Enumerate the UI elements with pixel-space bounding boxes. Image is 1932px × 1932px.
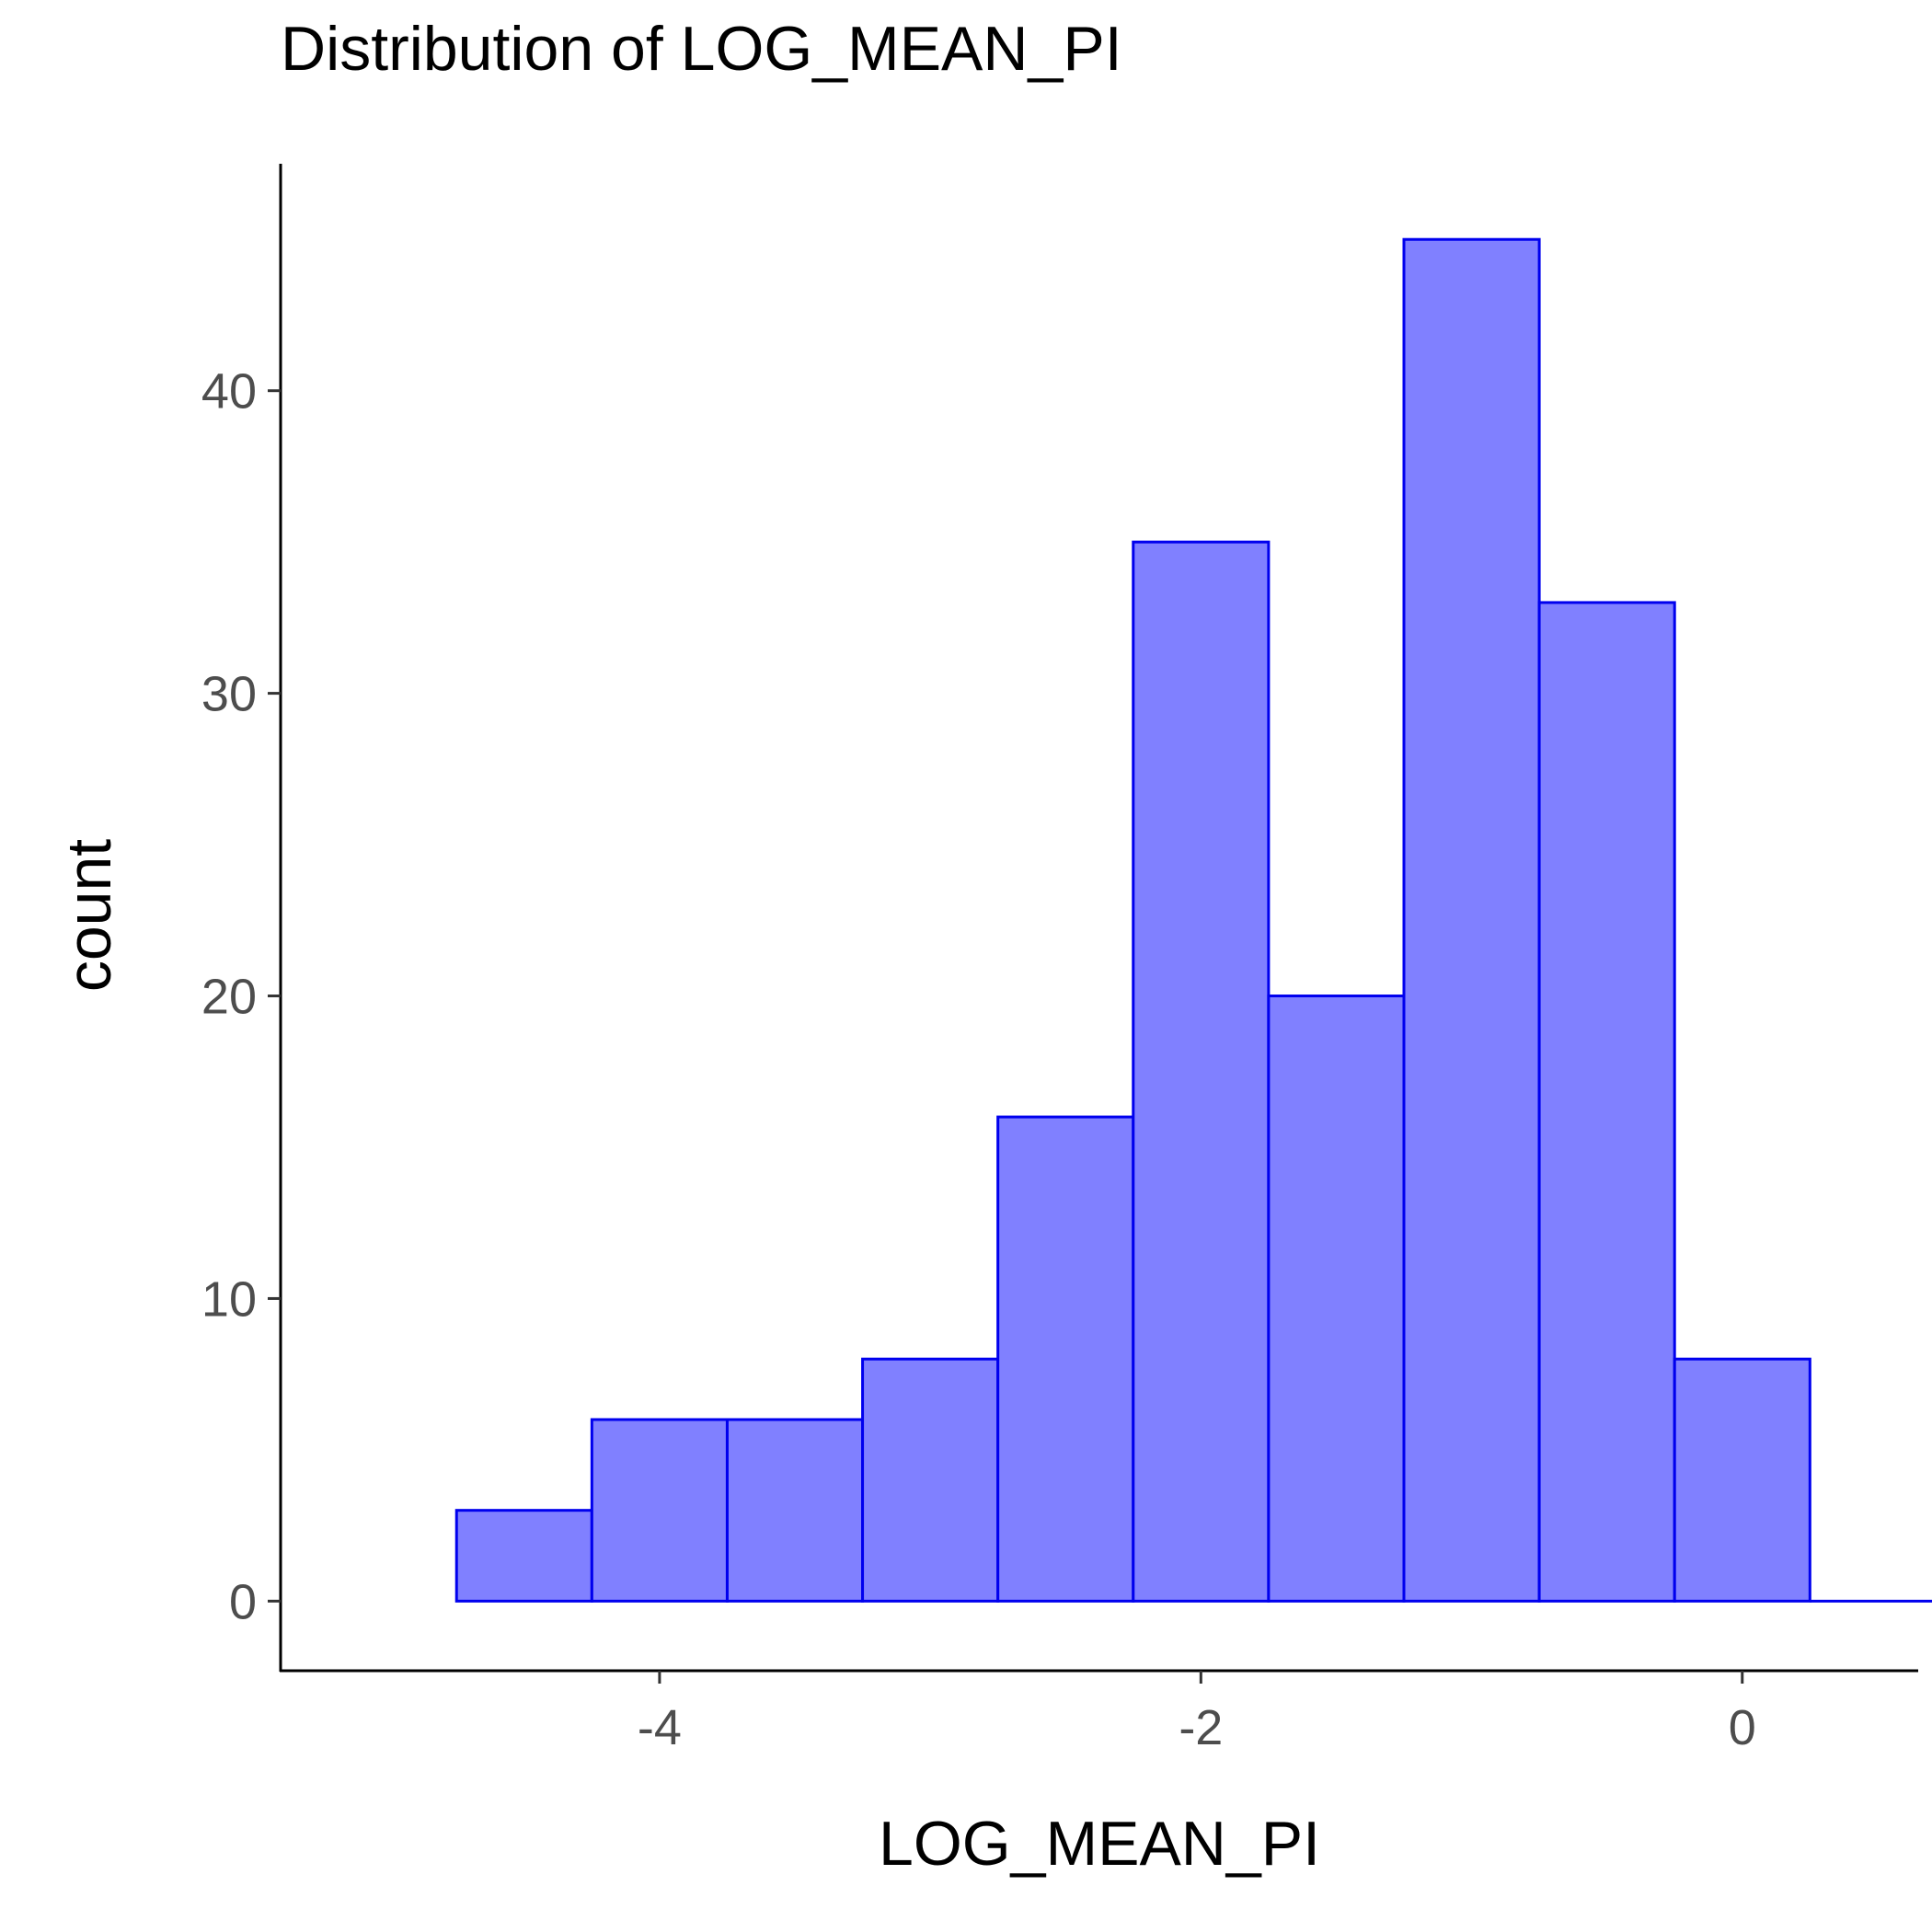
chart-title: Distribution of LOG_MEAN_PI	[281, 14, 1122, 84]
histogram-bar	[861, 1357, 1000, 1603]
y-tick-label: 30	[201, 667, 257, 722]
y-tick-label: 40	[201, 364, 257, 420]
y-tick-label: 0	[229, 1574, 257, 1629]
y-axis-ticks: 0 10 20 30 40	[201, 364, 281, 1629]
histogram-bar	[590, 1418, 729, 1603]
x-tick-label: -4	[638, 1700, 682, 1755]
y-tick-label: 20	[201, 970, 257, 1025]
histogram-bar	[454, 1509, 593, 1603]
histogram-bar	[1267, 995, 1406, 1603]
histogram-bar	[1402, 237, 1541, 1603]
histogram-bar	[996, 1115, 1135, 1603]
x-tick-label: -2	[1179, 1700, 1223, 1755]
histogram-bars	[454, 237, 1932, 1603]
y-axis-label: count	[54, 839, 124, 992]
x-axis-ticks: -4 -2 0	[638, 1671, 1756, 1755]
histogram-bar	[1132, 540, 1271, 1603]
y-tick-label: 10	[201, 1271, 257, 1327]
x-axis-label: LOG_MEAN_PI	[879, 1809, 1320, 1879]
x-tick-label: 0	[1729, 1700, 1756, 1755]
histogram-bar	[725, 1418, 865, 1603]
histogram-bar	[1673, 1357, 1811, 1603]
histogram-bar	[1537, 601, 1676, 1603]
